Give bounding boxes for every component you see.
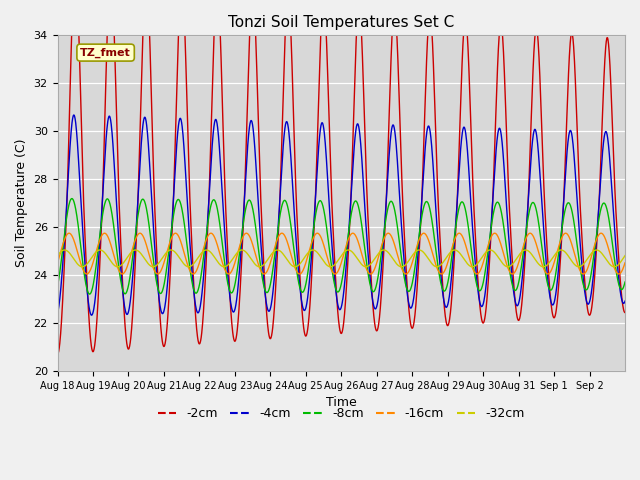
-32cm [330,263,337,268]
Line: -32cm: -32cm [58,250,625,267]
-8cm [621,279,629,285]
-16cm [118,271,126,277]
-2cm [83,274,91,280]
-4cm [70,112,77,118]
-32cm [605,260,612,266]
-2cm [605,45,612,50]
-8cm [330,279,338,285]
-4cm [330,269,338,275]
Line: -16cm: -16cm [58,233,625,274]
-16cm [605,247,612,252]
-8cm [605,216,612,222]
-4cm [315,140,323,146]
-32cm [621,253,629,259]
-8cm [605,217,613,223]
-4cm [501,178,509,183]
Y-axis label: Soil Temperature (C): Soil Temperature (C) [15,139,28,267]
-8cm [315,199,323,204]
-16cm [315,231,323,237]
-32cm [501,263,509,268]
Legend: -2cm, -4cm, -8cm, -16cm, -32cm: -2cm, -4cm, -8cm, -16cm, -32cm [153,402,530,425]
-2cm [500,76,508,82]
-8cm [54,283,61,289]
-32cm [185,264,193,270]
-4cm [54,311,61,316]
Line: -2cm: -2cm [58,0,625,354]
-16cm [83,271,90,277]
-4cm [605,149,613,155]
-32cm [605,261,613,266]
Title: Tonzi Soil Temperatures Set C: Tonzi Soil Temperatures Set C [228,15,454,30]
-32cm [315,252,323,257]
-2cm [54,351,61,357]
-4cm [88,312,95,318]
Line: -8cm: -8cm [58,199,625,294]
-16cm [54,260,61,266]
-32cm [54,253,61,259]
-8cm [68,196,76,202]
Line: -4cm: -4cm [58,115,625,315]
-32cm [83,262,90,267]
-2cm [315,93,323,98]
-16cm [420,230,428,236]
-4cm [83,284,91,289]
-2cm [330,240,337,246]
-16cm [621,260,629,266]
-4cm [621,298,629,304]
-2cm [621,310,629,315]
-2cm [605,41,612,47]
-8cm [83,285,91,291]
X-axis label: Time: Time [326,396,356,409]
-4cm [605,145,612,151]
-8cm [86,291,93,297]
Text: TZ_fmet: TZ_fmet [80,48,131,58]
-16cm [330,271,337,276]
-32cm [451,247,458,253]
-16cm [501,256,509,262]
-8cm [501,232,509,238]
-16cm [605,248,613,253]
